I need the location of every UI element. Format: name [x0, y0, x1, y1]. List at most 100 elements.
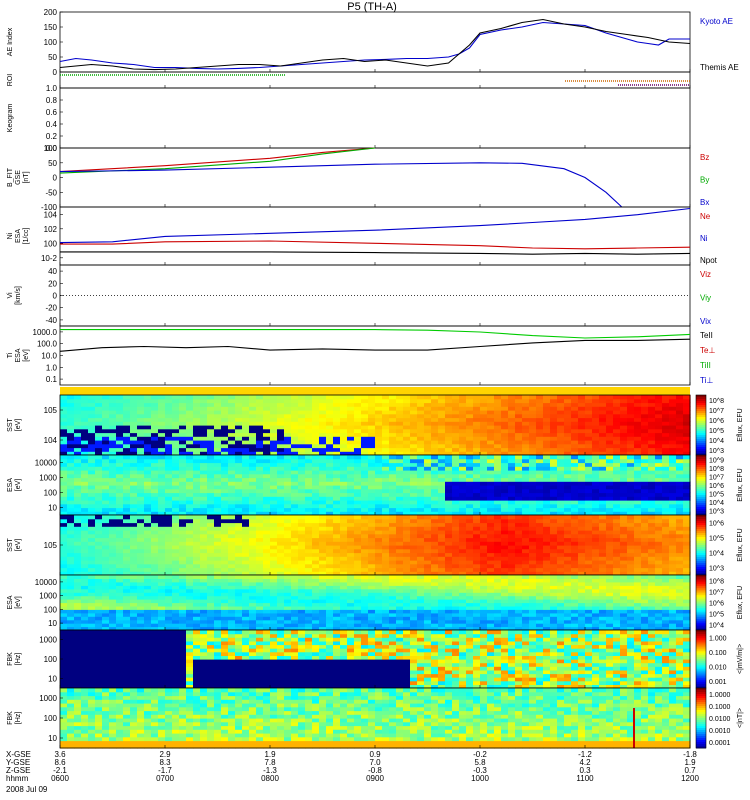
heatmap-cell	[662, 417, 670, 422]
heatmap-cell	[627, 567, 635, 572]
heatmap-cell	[109, 595, 117, 600]
heatmap-cell	[606, 402, 614, 407]
heatmap-cell	[438, 432, 446, 437]
heatmap-cell	[606, 451, 614, 456]
heatmap-cell	[375, 406, 383, 411]
heatmap-cell	[627, 395, 635, 400]
heatmap-cell	[200, 556, 208, 561]
heatmap-cell	[669, 458, 677, 464]
heatmap-cell	[102, 462, 110, 467]
heatmap-cell	[165, 428, 173, 434]
heatmap-cell	[67, 500, 75, 505]
heatmap-cell	[284, 545, 292, 550]
heatmap-cell	[550, 503, 558, 509]
heatmap-cell	[662, 432, 670, 437]
heatmap-cell	[277, 571, 285, 576]
heatmap-cell	[305, 567, 313, 572]
heatmap-cell	[88, 541, 96, 546]
y-tick-label: 102	[44, 225, 58, 234]
heatmap-cell	[165, 398, 173, 404]
heatmap-cell	[347, 413, 355, 419]
heatmap-cell	[326, 447, 334, 452]
heatmap-cell	[340, 462, 348, 467]
heatmap-cell	[116, 599, 124, 604]
heatmap-cell	[627, 548, 635, 554]
heatmap-cell	[340, 507, 348, 512]
heatmap-cell	[151, 616, 159, 621]
heatmap-cell	[256, 428, 264, 434]
heatmap-cell	[494, 545, 502, 550]
heatmap-cell	[95, 421, 103, 426]
colorbar-swatch	[696, 435, 706, 438]
heatmap-cell	[95, 477, 103, 482]
heatmap-cell	[193, 548, 201, 554]
heatmap-cell	[151, 592, 159, 597]
heatmap-cell	[144, 541, 152, 546]
heatmap-cell	[158, 485, 166, 490]
colorbar-swatch	[696, 485, 706, 488]
heatmap-cell	[95, 515, 103, 520]
heatmap-cell	[606, 488, 614, 494]
heatmap-cell	[648, 485, 656, 490]
heatmap-cell	[137, 533, 145, 539]
heatmap-cell	[165, 432, 173, 437]
heatmap-cell	[326, 563, 334, 569]
heatmap-cell	[186, 518, 194, 524]
heatmap-cell	[270, 530, 278, 535]
heatmap-cell	[508, 548, 516, 554]
heatmap-cell	[641, 428, 649, 434]
heatmap-cell	[242, 485, 250, 490]
heatmap-cell	[263, 421, 271, 426]
heatmap-cell	[396, 473, 404, 479]
heatmap-cell	[536, 530, 544, 535]
heatmap-cell	[81, 605, 89, 610]
heatmap-cell	[116, 592, 124, 597]
heatmap-cell	[137, 503, 145, 509]
heatmap-cell	[508, 515, 516, 520]
colorbar-swatch	[696, 403, 706, 406]
heatmap-cell	[319, 496, 327, 501]
heatmap-cell	[403, 451, 411, 456]
heatmap-cell	[536, 470, 544, 475]
heatmap-cell	[333, 458, 341, 464]
heatmap-cell	[585, 440, 593, 445]
heatmap-cell	[81, 616, 89, 621]
heatmap-cell	[270, 443, 278, 449]
heatmap-cell	[179, 470, 187, 475]
heatmap-cell	[214, 451, 222, 456]
heatmap-cell	[620, 511, 628, 516]
heatmap-cell	[655, 473, 663, 479]
heatmap-cell	[361, 552, 369, 557]
heatmap-cell	[431, 406, 439, 411]
heatmap-cell	[396, 421, 404, 426]
heatmap-cell	[655, 518, 663, 524]
heatmap-cell	[60, 413, 68, 419]
series-line-ne	[60, 240, 691, 250]
heatmap-cell	[347, 522, 355, 527]
heatmap-cell	[655, 485, 663, 490]
heatmap-cell	[312, 432, 320, 437]
heatmap-cell	[263, 413, 271, 419]
heatmap-cell	[165, 563, 173, 569]
heatmap-cell	[452, 443, 460, 449]
heatmap-cell	[116, 410, 124, 415]
heatmap-cell	[494, 455, 502, 460]
heatmap-cell	[102, 552, 110, 557]
heatmap-cell	[438, 526, 446, 531]
heatmap-cell	[200, 563, 208, 569]
heatmap-cell	[599, 488, 607, 494]
heatmap-cell	[438, 406, 446, 411]
heatmap-cell	[620, 515, 628, 520]
heatmap-cell	[214, 428, 222, 434]
heatmap-cell	[501, 470, 509, 475]
heatmap-cell	[158, 575, 166, 579]
heatmap-cell	[340, 492, 348, 497]
heatmap-cell	[151, 515, 159, 520]
heatmap-cell	[417, 552, 425, 557]
heatmap-cell	[333, 481, 341, 486]
heatmap-cell	[305, 526, 313, 531]
heatmap-cell	[165, 537, 173, 542]
heatmap-cell	[641, 526, 649, 531]
heatmap-cell	[375, 473, 383, 479]
heatmap-cell	[277, 398, 285, 404]
